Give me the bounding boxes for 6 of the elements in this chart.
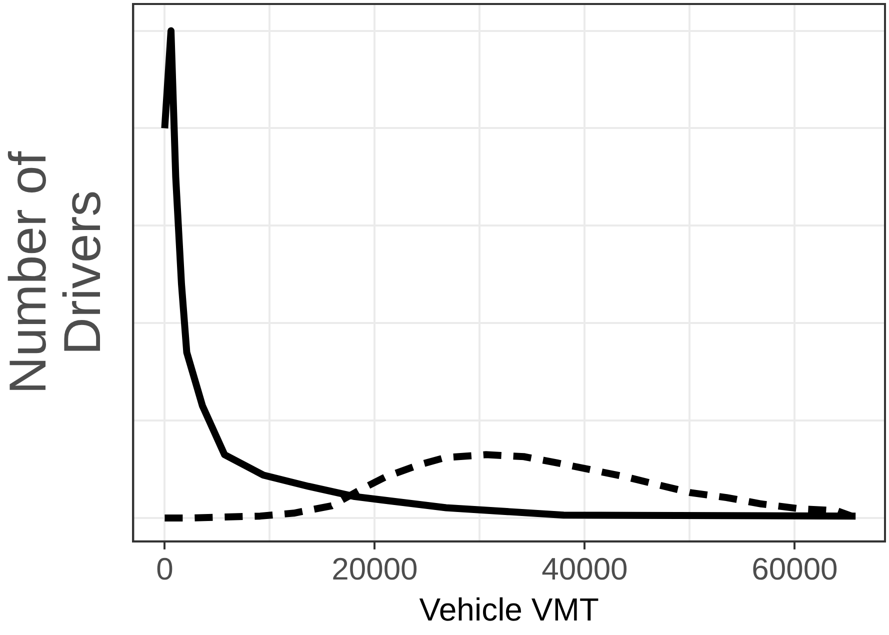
x-tick-label: 0	[156, 552, 174, 587]
x-tick-label: 40000	[542, 552, 628, 587]
y-axis-title: Number of Drivers	[0, 150, 112, 394]
x-axis-title: Vehicle VMT	[419, 592, 599, 628]
x-tick-label: 20000	[332, 552, 418, 587]
x-tick-label: 60000	[752, 552, 838, 587]
